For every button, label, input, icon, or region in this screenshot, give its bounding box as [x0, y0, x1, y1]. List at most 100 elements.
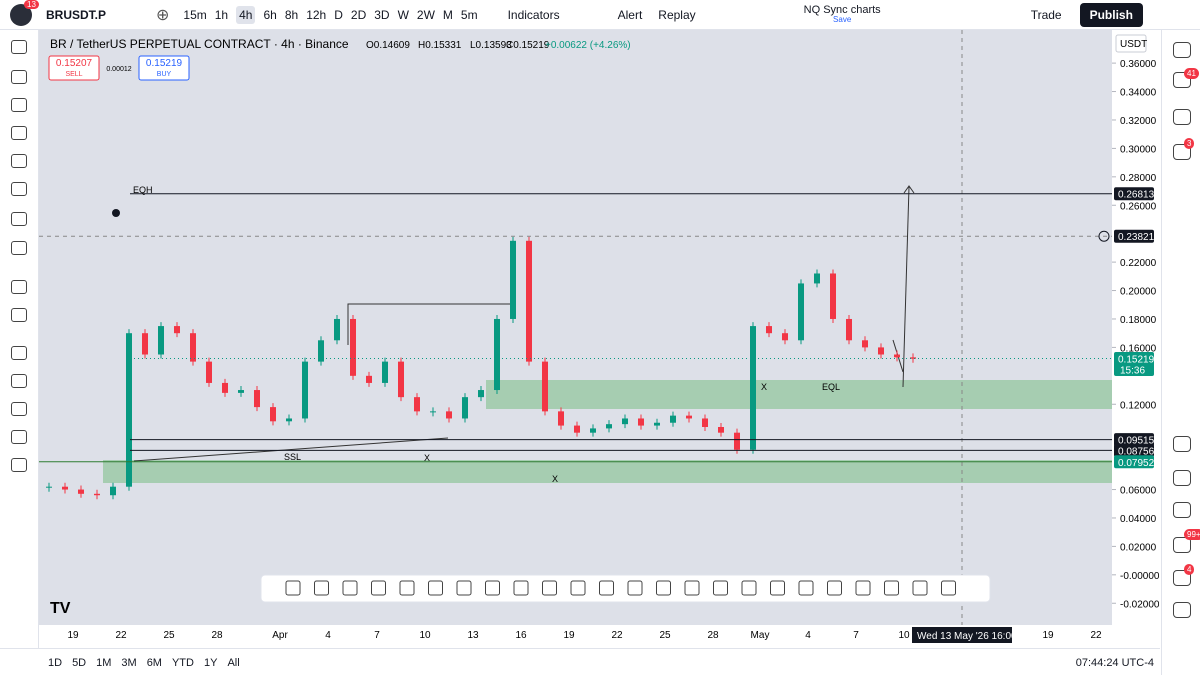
draw-tool[interactable]: [827, 580, 842, 596]
date-range[interactable]: 1M: [96, 656, 112, 669]
side-icon[interactable]: [1173, 570, 1191, 586]
timeframe[interactable]: 2W: [416, 7, 435, 22]
x-tick-label: 28: [707, 630, 719, 641]
indicators-button[interactable]: Indicators: [507, 7, 560, 22]
publish-button[interactable]: Publish: [1079, 2, 1143, 27]
y-tick-label: 0.18000: [1120, 315, 1157, 326]
side-icon[interactable]: [1173, 502, 1191, 518]
tool-icon[interactable]: [11, 40, 27, 54]
date-range[interactable]: 1D: [48, 656, 63, 669]
legend-title: BR / TetherUS PERPETUAL CONTRACT · 4h · …: [50, 37, 349, 51]
side-icon[interactable]: [1173, 144, 1191, 160]
symbol[interactable]: BRUSDT.P: [46, 7, 107, 22]
draw-tool[interactable]: [399, 580, 415, 596]
tool-icon[interactable]: [11, 374, 27, 388]
buy-button[interactable]: [138, 55, 190, 81]
side-icon[interactable]: [1173, 602, 1191, 618]
side-icon[interactable]: [1173, 470, 1191, 486]
sell-button[interactable]: [48, 55, 100, 81]
tool-icon[interactable]: [11, 241, 27, 255]
draw-tool[interactable]: [855, 580, 871, 596]
date-range[interactable]: All: [227, 656, 240, 669]
date-range[interactable]: 1Y: [203, 656, 218, 669]
x-tick-label: 22: [1090, 630, 1102, 641]
tool-icon[interactable]: [11, 126, 27, 140]
timeframe[interactable]: 4h: [236, 5, 256, 24]
alarm-icon[interactable]: [112, 209, 120, 217]
draw-tool[interactable]: [941, 580, 956, 596]
draw-tool[interactable]: [456, 580, 472, 596]
timeframe[interactable]: 3D: [374, 7, 390, 22]
tool-icon[interactable]: [11, 98, 27, 112]
draw-tool[interactable]: [599, 580, 614, 596]
draw-tool[interactable]: [684, 580, 700, 596]
tool-icon[interactable]: [11, 70, 27, 84]
timeframe[interactable]: 1h: [214, 7, 229, 22]
tool-icon[interactable]: [11, 402, 27, 416]
timeframe[interactable]: 8h: [284, 7, 299, 22]
annotation: X: [424, 453, 430, 463]
currency-box[interactable]: [1115, 34, 1147, 53]
tool-icon[interactable]: [11, 212, 27, 226]
tool-icon[interactable]: [11, 430, 27, 444]
tool-icon[interactable]: [11, 280, 27, 294]
avatar[interactable]: 13: [10, 0, 39, 26]
date-range[interactable]: 5D: [72, 656, 87, 669]
draw-tool[interactable]: [285, 580, 301, 596]
date-range[interactable]: 6M: [146, 656, 162, 669]
timeframe[interactable]: 6h: [263, 7, 277, 22]
replay-button[interactable]: Replay: [658, 7, 696, 22]
draw-tool[interactable]: [741, 580, 757, 596]
tool-icon[interactable]: [11, 308, 27, 322]
right-sidebar: 41 3 99+ 4: [1161, 30, 1200, 675]
tool-icon[interactable]: [11, 182, 27, 196]
timeframe[interactable]: 12h: [306, 7, 327, 22]
trade-button[interactable]: Trade: [1030, 7, 1062, 22]
timeframe[interactable]: M: [442, 7, 453, 22]
tool-icon[interactable]: [11, 458, 27, 472]
draw-tool[interactable]: [542, 580, 557, 596]
y-tick-label: 0.20000: [1120, 287, 1157, 298]
draw-tool[interactable]: [513, 580, 529, 596]
timeframe[interactable]: 2D: [350, 7, 367, 22]
draw-tool[interactable]: [342, 580, 358, 596]
date-range[interactable]: YTD: [171, 656, 194, 669]
side-icon[interactable]: [1173, 42, 1191, 58]
draw-tool[interactable]: [371, 580, 386, 596]
zone: [486, 380, 1112, 409]
arrow: [902, 186, 910, 388]
badge: 3: [1184, 138, 1195, 149]
side-icon[interactable]: [1173, 436, 1191, 452]
draw-tool[interactable]: [314, 580, 329, 596]
date-range[interactable]: 3M: [121, 656, 137, 669]
draw-tool[interactable]: [627, 580, 643, 596]
add-alert[interactable]: [1098, 230, 1110, 242]
close: C0.15219: [506, 40, 550, 51]
draw-tool[interactable]: [912, 580, 928, 596]
draw-tool[interactable]: [770, 580, 785, 596]
side-icon[interactable]: [1173, 537, 1191, 553]
draw-tool[interactable]: [884, 580, 899, 596]
timeframe[interactable]: W: [397, 7, 409, 22]
timeframe[interactable]: D: [334, 7, 343, 22]
draw-tool[interactable]: [485, 580, 500, 596]
candle-body: [142, 333, 148, 355]
layout[interactable]: NQ Sync charts Save: [804, 5, 881, 24]
y-tick-label: 0.02000: [1120, 542, 1157, 553]
x-tick-label: 25: [659, 630, 671, 641]
draw-tool[interactable]: [656, 580, 671, 596]
add-symbol[interactable]: ⊕: [156, 6, 170, 24]
price-tag: [1114, 433, 1154, 447]
side-icon[interactable]: [1173, 72, 1191, 88]
timeframe[interactable]: 5m: [460, 7, 478, 22]
tool-icon[interactable]: [11, 346, 27, 360]
tool-icon[interactable]: [11, 154, 27, 168]
timeframe[interactable]: 15m: [183, 7, 207, 22]
draw-tool[interactable]: [798, 580, 814, 596]
draw-tool[interactable]: [713, 580, 728, 596]
draw-tool[interactable]: [570, 580, 586, 596]
side-icon[interactable]: [1173, 109, 1191, 125]
candle-body: [414, 397, 420, 412]
draw-tool[interactable]: [428, 580, 443, 596]
alert-button[interactable]: Alert: [617, 7, 643, 22]
